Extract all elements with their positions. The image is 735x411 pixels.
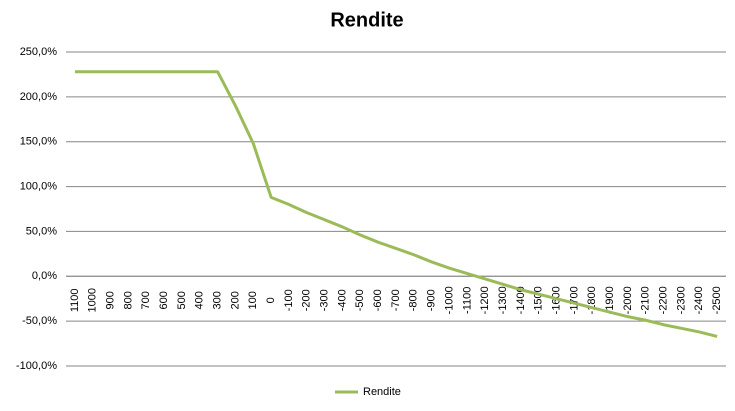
- x-tick-label: -1600: [550, 286, 562, 314]
- x-tick-label: 0: [265, 297, 277, 303]
- x-tick-label: 900: [105, 291, 117, 309]
- x-tick-label: 1100: [69, 288, 81, 312]
- x-tick-label: 600: [158, 291, 170, 309]
- x-tick-label: -2100: [640, 286, 652, 314]
- x-tick-label: -300: [319, 289, 331, 311]
- x-tick-label: 1000: [87, 288, 99, 312]
- y-tick-label: 0,0%: [32, 270, 57, 282]
- line-series: [74, 70, 718, 338]
- x-tick-label: -2400: [693, 286, 705, 314]
- y-tick-label: 100,0%: [20, 180, 58, 192]
- x-tick-label: -1700: [568, 286, 580, 314]
- x-tick-label: -200: [301, 289, 313, 311]
- legend-label: Rendite: [363, 386, 401, 398]
- x-tick-label: -100: [283, 289, 295, 311]
- x-tick-label: 200: [229, 291, 241, 309]
- x-tick-label: 700: [140, 291, 152, 309]
- x-tick-label: -700: [390, 289, 402, 311]
- x-tick-label: -400: [336, 289, 348, 311]
- x-tick-label: -1400: [515, 286, 527, 314]
- x-tick-label: -900: [426, 289, 438, 311]
- x-tick-label: -600: [372, 289, 384, 311]
- y-tick-label: 200,0%: [20, 91, 58, 103]
- x-tick-label: -1500: [533, 286, 545, 314]
- x-tick-label: -2500: [711, 286, 723, 314]
- x-tick-label: -500: [354, 289, 366, 311]
- y-tick-label: -50,0%: [22, 315, 57, 327]
- x-tick-label: -800: [408, 289, 420, 311]
- x-tick-label: 400: [194, 291, 206, 309]
- x-tick-label: -1100: [461, 287, 473, 314]
- x-tick-label: -1000: [443, 286, 455, 314]
- x-tick-label: 800: [122, 291, 134, 309]
- x-tick-label: -2000: [622, 286, 634, 314]
- y-tick-label: 250,0%: [20, 46, 58, 58]
- x-tick-label: 300: [212, 291, 224, 309]
- chart-title: Rendite: [330, 9, 403, 31]
- x-tick-label: -1300: [497, 286, 509, 314]
- x-tick-label: -2300: [675, 286, 687, 314]
- x-tick-label: 100: [247, 291, 259, 309]
- x-tick-label: -1200: [479, 286, 491, 314]
- y-tick-label: 50,0%: [26, 225, 57, 237]
- x-tick-label: -1900: [604, 286, 616, 314]
- x-tick-label: -2200: [657, 286, 669, 314]
- y-tick-label: 150,0%: [20, 136, 58, 148]
- x-tick-label: 500: [176, 291, 188, 309]
- y-tick-label: -100,0%: [16, 360, 57, 372]
